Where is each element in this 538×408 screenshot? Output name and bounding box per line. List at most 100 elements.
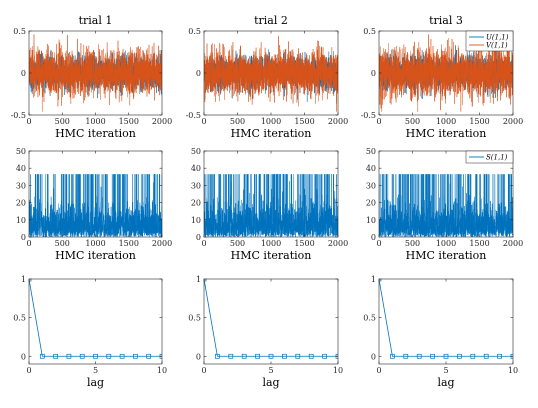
x-tick-label: 1000 [85, 117, 105, 126]
x-axis-label: lag [87, 376, 104, 389]
x-tick-label: 10 [157, 366, 167, 375]
series-line-v11 [29, 34, 162, 112]
x-tick-label: 500 [55, 239, 70, 248]
x-axis-label: lag [262, 376, 279, 389]
x-tick-label: 0 [26, 366, 31, 375]
x-tick-label: 500 [55, 117, 70, 126]
x-tick-label: 5 [93, 366, 98, 375]
legend-label: S(1,1) [486, 154, 508, 162]
data-point-marker [457, 353, 462, 359]
x-tick-label: 500 [230, 239, 245, 248]
series-line-acf [204, 279, 338, 357]
y-tick-label: 20 [16, 199, 26, 208]
legend-label: V(1,1) [486, 42, 508, 50]
y-tick-label: 0.5 [363, 27, 376, 36]
y-tick-label: 10 [16, 216, 26, 225]
x-tick-label: 2000 [328, 117, 348, 126]
data-point-marker [295, 353, 301, 359]
x-tick-label: 2000 [328, 239, 348, 248]
plot-area [204, 279, 338, 359]
series-line-s11 [29, 173, 162, 237]
data-point-marker [322, 353, 327, 359]
plot-area [379, 34, 513, 112]
data-point-marker [119, 353, 125, 359]
x-axis-label: HMC iteration [231, 127, 312, 140]
y-tick-label: -0.5 [361, 111, 376, 120]
x-tick-label: 2000 [503, 117, 523, 126]
series-line-acf [29, 279, 162, 357]
x-tick-label: 1500 [294, 117, 314, 126]
data-point-marker [106, 353, 112, 359]
axes-box [203, 278, 339, 365]
data-point-marker [483, 353, 489, 359]
panel-r2-c3: 0 500 1000 1500 2000 0 10 20 30 40 50 HMC iteration… [366, 147, 523, 262]
y-tick-label: 0.5 [13, 314, 26, 323]
data-point-marker [430, 353, 435, 359]
x-tick-label: 500 [230, 117, 245, 126]
x-axis-label: HMC iteration [406, 249, 487, 262]
x-tick-label: 10 [508, 366, 518, 375]
y-tick-label: -0.5 [186, 111, 201, 120]
y-tick-label: 50 [366, 147, 376, 156]
plot-area [379, 279, 513, 359]
y-tick-label: 0 [196, 352, 201, 361]
x-tick-label: 1500 [119, 239, 139, 248]
x-tick-label: 0 [201, 366, 206, 375]
chart-title: trial 2 [254, 14, 288, 27]
y-tick-label: 0.5 [188, 314, 201, 323]
series-line-v11 [379, 34, 513, 112]
data-point-marker [66, 353, 72, 359]
y-tick-label: 0.5 [363, 314, 376, 323]
legend: S(1,1) [465, 150, 514, 164]
x-tick-label: 1000 [261, 239, 281, 248]
panel-r3-c2: 0 5 10 0 0.5 1 lag [188, 275, 343, 389]
x-axis-label: HMC iteration [55, 127, 136, 140]
x-tick-label: 0 [201, 117, 206, 126]
data-point-marker [268, 353, 274, 359]
chart-title: trial 1 [79, 14, 113, 27]
x-tick-label: 1000 [85, 239, 105, 248]
y-tick-label: -0.5 [11, 111, 26, 120]
y-tick-label: 1 [21, 275, 26, 284]
y-tick-label: 0 [371, 69, 376, 78]
axes-box [28, 278, 163, 365]
x-tick-label: 1500 [469, 117, 489, 126]
x-tick-label: 500 [405, 239, 420, 248]
legend-box [465, 30, 514, 52]
x-tick-label: 0 [201, 239, 206, 248]
y-tick-label: 0.5 [188, 27, 201, 36]
y-tick-label: 40 [191, 164, 201, 173]
y-tick-label: 30 [191, 181, 201, 190]
x-tick-label: 1500 [119, 117, 139, 126]
y-tick-label: 40 [16, 164, 26, 173]
x-tick-label: 2000 [152, 117, 172, 126]
y-tick-label: 0 [21, 352, 26, 361]
y-tick-label: 0 [196, 69, 201, 78]
x-tick-label: 1000 [436, 117, 456, 126]
plot-area [204, 35, 338, 112]
x-tick-label: 5 [268, 366, 273, 375]
y-tick-label: 0 [196, 233, 201, 242]
y-tick-label: 50 [191, 147, 201, 156]
data-point-marker [241, 353, 247, 359]
data-point-marker [416, 353, 422, 359]
x-tick-label: 0 [376, 117, 381, 126]
y-tick-label: 0 [21, 69, 26, 78]
y-tick-label: 0 [371, 352, 376, 361]
legend: U(1,1)V(1,1) [465, 30, 514, 52]
x-axis-label: HMC iteration [406, 127, 487, 140]
data-point-marker [228, 353, 234, 359]
data-point-marker [443, 353, 449, 359]
data-point-marker [255, 353, 260, 359]
y-tick-label: 1 [371, 275, 376, 284]
data-point-marker [53, 353, 58, 359]
data-point-marker [79, 353, 85, 359]
data-point-marker [146, 353, 152, 359]
data-point-marker [497, 353, 502, 359]
data-point-marker [403, 353, 409, 359]
axes-box [378, 278, 514, 365]
plot-area [29, 173, 162, 237]
